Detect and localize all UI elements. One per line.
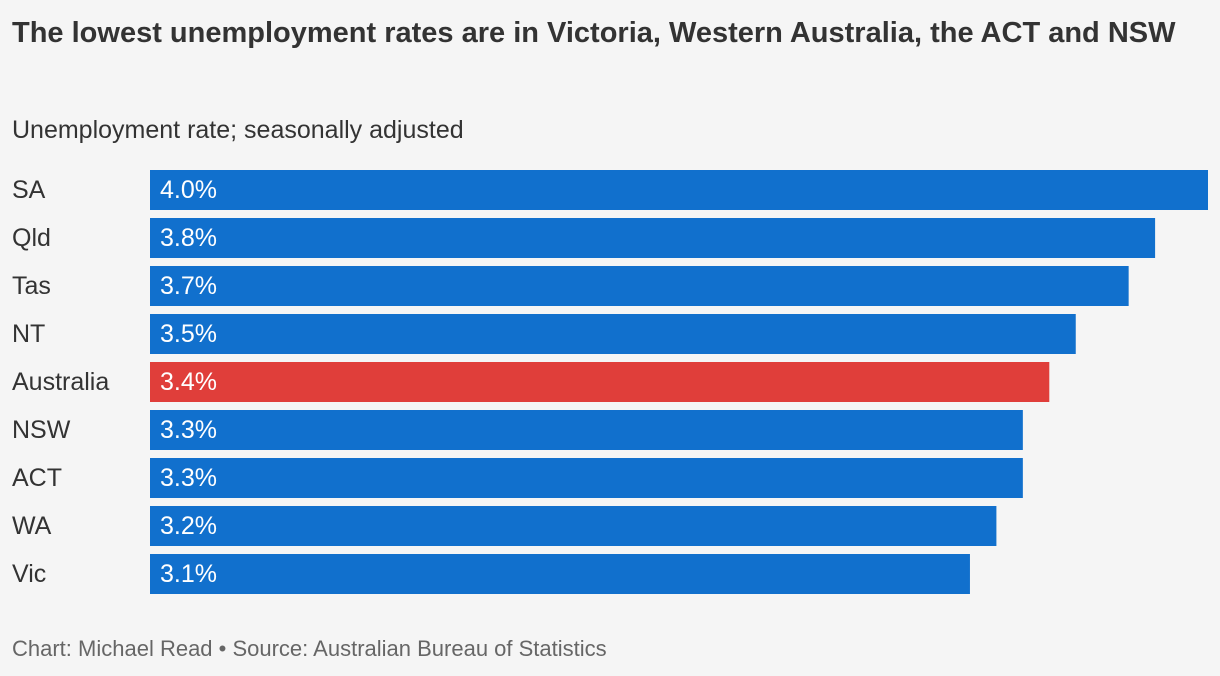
bar-qld [150, 218, 1156, 258]
bar-nsw [150, 410, 1023, 450]
bar-chart: SA 4.0% Qld 3.8% Tas 3.7% NT 3.5% Australia 3.4% N… [12, 170, 1208, 594]
value-label-australia: 3.4% [160, 368, 217, 396]
value-label-sa: 4.0% [160, 176, 217, 204]
value-label-qld: 3.8% [160, 224, 217, 252]
value-label-vic: 3.1% [160, 560, 217, 588]
category-label-nt: NT [12, 320, 45, 348]
chart-credit: Chart: Michael Read • Source: Australian… [12, 636, 607, 661]
category-label-tas: Tas [12, 272, 51, 300]
category-label-qld: Qld [12, 224, 51, 252]
value-label-act: 3.3% [160, 464, 217, 492]
category-label-sa: SA [12, 176, 46, 204]
value-label-wa: 3.2% [160, 512, 217, 540]
value-label-nt: 3.5% [160, 320, 217, 348]
bar-sa [150, 170, 1208, 210]
category-label-act: ACT [12, 464, 62, 492]
value-label-nsw: 3.3% [160, 416, 217, 444]
chart-subtitle: Unemployment rate; seasonally adjusted [12, 116, 464, 144]
bar-act [150, 458, 1023, 498]
category-label-australia: Australia [12, 368, 109, 396]
bar-tas [150, 266, 1129, 306]
value-label-tas: 3.7% [160, 272, 217, 300]
chart-title: The lowest unemployment rates are in Vic… [12, 17, 1176, 49]
bar-wa [150, 506, 997, 546]
category-label-nsw: NSW [12, 416, 71, 444]
bar-australia [150, 362, 1050, 402]
category-label-vic: Vic [12, 560, 46, 588]
bar-vic [150, 554, 970, 594]
category-label-wa: WA [12, 512, 52, 540]
bar-nt [150, 314, 1076, 354]
